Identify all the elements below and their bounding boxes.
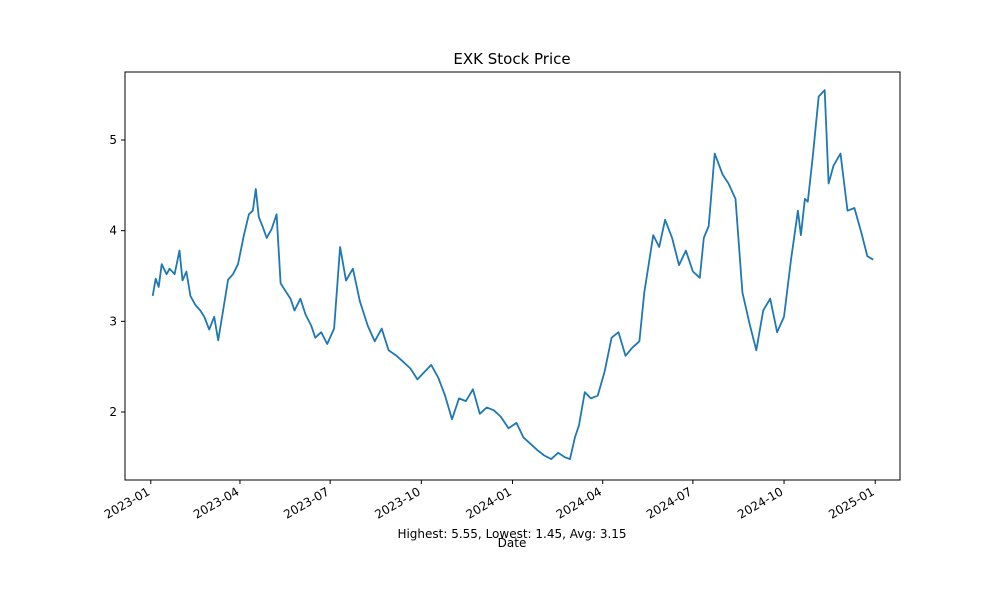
y-tick-label: 3 — [109, 314, 117, 328]
chart-title: EXK Stock Price — [453, 50, 570, 68]
summary-annotation: Highest: 5.55, Lowest: 1.45, Avg: 3.15 — [397, 527, 626, 541]
y-axis-ticks: 2 3 4 5 — [109, 133, 125, 419]
y-tick-label: 2 — [109, 405, 117, 419]
y-tick-label: 5 — [109, 133, 117, 147]
price-line-series-0 — [151, 89, 874, 460]
y-tick-label: 4 — [109, 224, 117, 238]
x-axis-label: Date — [498, 536, 527, 550]
